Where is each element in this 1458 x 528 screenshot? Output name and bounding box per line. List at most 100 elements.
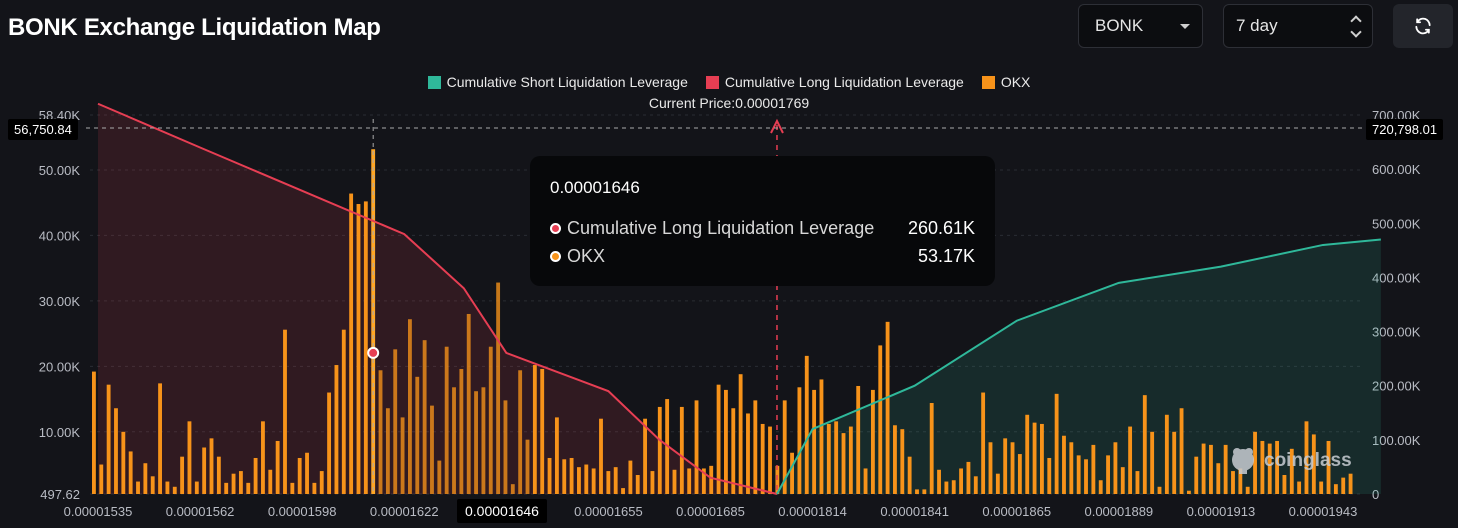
okx-bar[interactable] <box>1209 444 1213 494</box>
okx-bar[interactable] <box>569 457 574 494</box>
legend-item-long[interactable]: Cumulative Long Liquidation Leverage <box>705 74 964 90</box>
okx-bar[interactable] <box>150 476 155 494</box>
okx-bar[interactable] <box>1297 481 1302 494</box>
okx-bar[interactable] <box>503 400 508 494</box>
okx-bar[interactable] <box>194 481 199 494</box>
okx-bar[interactable] <box>701 468 706 494</box>
okx-bar[interactable] <box>1253 431 1257 494</box>
okx-bar[interactable] <box>929 403 934 494</box>
okx-bar[interactable] <box>1047 457 1052 494</box>
okx-bar[interactable] <box>1091 444 1096 494</box>
okx-bar[interactable] <box>430 405 434 494</box>
okx-bar[interactable] <box>591 468 596 494</box>
okx-bar[interactable] <box>187 421 192 494</box>
okx-bar[interactable] <box>1326 440 1331 494</box>
okx-bar[interactable] <box>1282 475 1287 494</box>
okx-bar[interactable] <box>672 469 677 494</box>
okx-bar[interactable] <box>900 429 905 494</box>
okx-bar[interactable] <box>363 201 368 494</box>
okx-bar[interactable] <box>885 321 890 494</box>
okx-bar[interactable] <box>246 482 251 494</box>
okx-bar[interactable] <box>613 467 618 494</box>
okx-bar[interactable] <box>1194 456 1199 494</box>
okx-bar[interactable] <box>760 423 765 494</box>
okx-bar[interactable] <box>856 385 861 494</box>
okx-bar[interactable] <box>841 433 846 494</box>
okx-bar[interactable] <box>1348 473 1353 494</box>
okx-bar[interactable] <box>408 319 412 494</box>
okx-bar[interactable] <box>1128 426 1133 494</box>
okx-bar[interactable] <box>599 418 603 494</box>
okx-bar[interactable] <box>973 476 978 494</box>
okx-bar[interactable] <box>452 387 456 494</box>
okx-bar[interactable] <box>753 400 758 494</box>
okx-bar[interactable] <box>1113 442 1118 494</box>
refresh-button[interactable] <box>1393 4 1453 48</box>
okx-bar[interactable] <box>1223 444 1228 494</box>
okx-bar[interactable] <box>1245 486 1250 494</box>
okx-bar[interactable] <box>496 282 501 494</box>
okx-bar[interactable] <box>92 371 96 494</box>
okx-bar[interactable] <box>687 468 692 494</box>
okx-bar[interactable] <box>1040 423 1044 494</box>
okx-bar[interactable] <box>283 329 287 494</box>
okx-bar[interactable] <box>481 387 486 494</box>
okx-bar[interactable] <box>356 204 361 494</box>
okx-bar[interactable] <box>1341 477 1346 494</box>
okx-bar[interactable] <box>393 349 398 494</box>
okx-bar[interactable] <box>966 461 971 494</box>
okx-bar[interactable] <box>128 451 133 494</box>
okx-bar[interactable] <box>158 383 162 494</box>
okx-bar[interactable] <box>731 408 736 494</box>
okx-bar[interactable] <box>238 471 243 494</box>
okx-bar[interactable] <box>121 431 126 494</box>
okx-bar[interactable] <box>518 370 523 494</box>
okx-bar[interactable] <box>1216 463 1221 494</box>
okx-bar[interactable] <box>870 389 875 494</box>
okx-bar[interactable] <box>459 368 464 494</box>
okx-bar[interactable] <box>525 439 530 494</box>
okx-bar[interactable] <box>1238 468 1243 494</box>
okx-bar[interactable] <box>275 440 280 494</box>
okx-bar[interactable] <box>444 346 449 494</box>
okx-bar[interactable] <box>577 467 581 494</box>
okx-bar[interactable] <box>99 464 104 494</box>
okx-bar[interactable] <box>621 488 625 494</box>
okx-bar[interactable] <box>643 418 648 494</box>
okx-bar[interactable] <box>385 408 390 494</box>
okx-bar[interactable] <box>951 480 956 494</box>
okx-bar[interactable] <box>657 406 662 494</box>
okx-bar[interactable] <box>1106 455 1110 494</box>
okx-bar[interactable] <box>466 313 471 494</box>
okx-bar[interactable] <box>635 475 640 494</box>
okx-bar[interactable] <box>1010 442 1015 494</box>
okx-bar[interactable] <box>231 473 236 494</box>
okx-bar[interactable] <box>768 426 772 494</box>
okx-bar[interactable] <box>422 340 427 494</box>
okx-bar[interactable] <box>474 391 478 494</box>
okx-bar[interactable] <box>106 384 111 494</box>
okx-bar[interactable] <box>790 452 794 494</box>
okx-bar[interactable] <box>341 329 346 494</box>
okx-bar[interactable] <box>746 413 750 494</box>
okx-bar[interactable] <box>724 389 728 494</box>
okx-bar[interactable] <box>1084 459 1088 494</box>
okx-bar[interactable] <box>400 417 405 494</box>
okx-bar[interactable] <box>1076 455 1081 494</box>
okx-bar[interactable] <box>268 469 273 494</box>
okx-bar[interactable] <box>349 193 354 495</box>
okx-bar[interactable] <box>1186 490 1191 494</box>
okx-bar[interactable] <box>165 481 170 494</box>
okx-bar[interactable] <box>981 392 986 494</box>
okx-bar[interactable] <box>1333 484 1338 494</box>
okx-bar[interactable] <box>1289 448 1294 494</box>
okx-bar[interactable] <box>1017 454 1022 494</box>
okx-bar[interactable] <box>290 482 295 494</box>
okx-bar[interactable] <box>305 452 309 494</box>
okx-bar[interactable] <box>606 471 611 494</box>
okx-bar[interactable] <box>554 417 559 494</box>
okx-bar[interactable] <box>1150 431 1155 494</box>
okx-bar[interactable] <box>216 456 221 494</box>
okx-bar[interactable] <box>297 457 302 494</box>
okx-bar[interactable] <box>804 355 809 494</box>
